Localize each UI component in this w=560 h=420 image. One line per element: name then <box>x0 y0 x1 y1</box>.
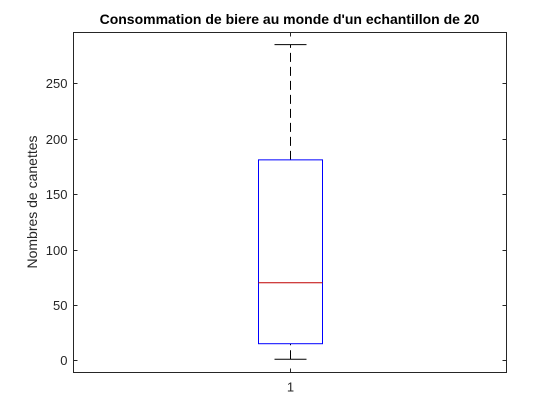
y-tick-label: 150 <box>46 187 68 202</box>
y-tick-label: 100 <box>46 243 68 258</box>
y-tick-label: 250 <box>46 76 68 91</box>
plot-area-background <box>73 32 506 372</box>
chart-title: Consommation de biere au monde d'un echa… <box>100 11 480 27</box>
y-tick-label: 50 <box>53 298 67 313</box>
x-tick-label: 1 <box>287 380 294 395</box>
y-tick-label: 0 <box>60 353 67 368</box>
y-axis-label: Nombres de canettes <box>24 135 40 268</box>
y-tick-label: 200 <box>46 132 68 147</box>
